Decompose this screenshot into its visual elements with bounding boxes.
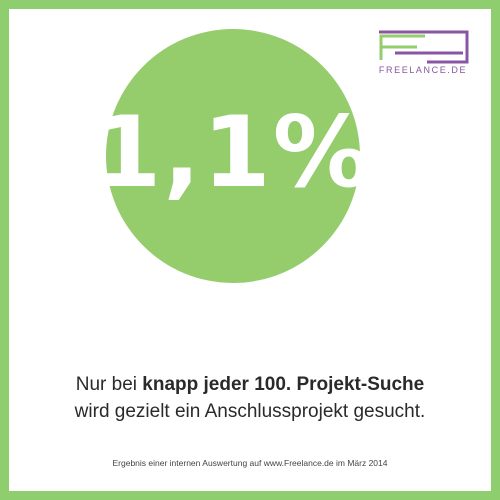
highlight-circle: 1,1%	[93, 29, 373, 283]
statement-line-1-bold: knapp jeder 100. Projekt-Suche	[142, 374, 425, 395]
infographic-card: FREELANCE.DE 1,1% Nur bei knapp jeder 10…	[9, 9, 491, 491]
source-footnote: Ergebnis einer internen Auswertung auf w…	[112, 458, 388, 468]
statement-line-2: wird gezielt ein Anschlussprojekt gesuch…	[74, 401, 426, 422]
statement-line-1-prefix: Nur bei	[75, 374, 143, 395]
statement-line-1: Nur bei knapp jeder 100. Projekt-Suche	[9, 371, 491, 398]
logo-wordmark: FREELANCE.DE	[378, 65, 468, 75]
headline-percentage: 1,1%	[93, 96, 373, 210]
freelance-logo: FREELANCE.DE	[377, 29, 469, 81]
logo-mark-icon	[379, 30, 469, 64]
statement-text: Nur bei knapp jeder 100. Projekt-Suche w…	[9, 371, 491, 425]
